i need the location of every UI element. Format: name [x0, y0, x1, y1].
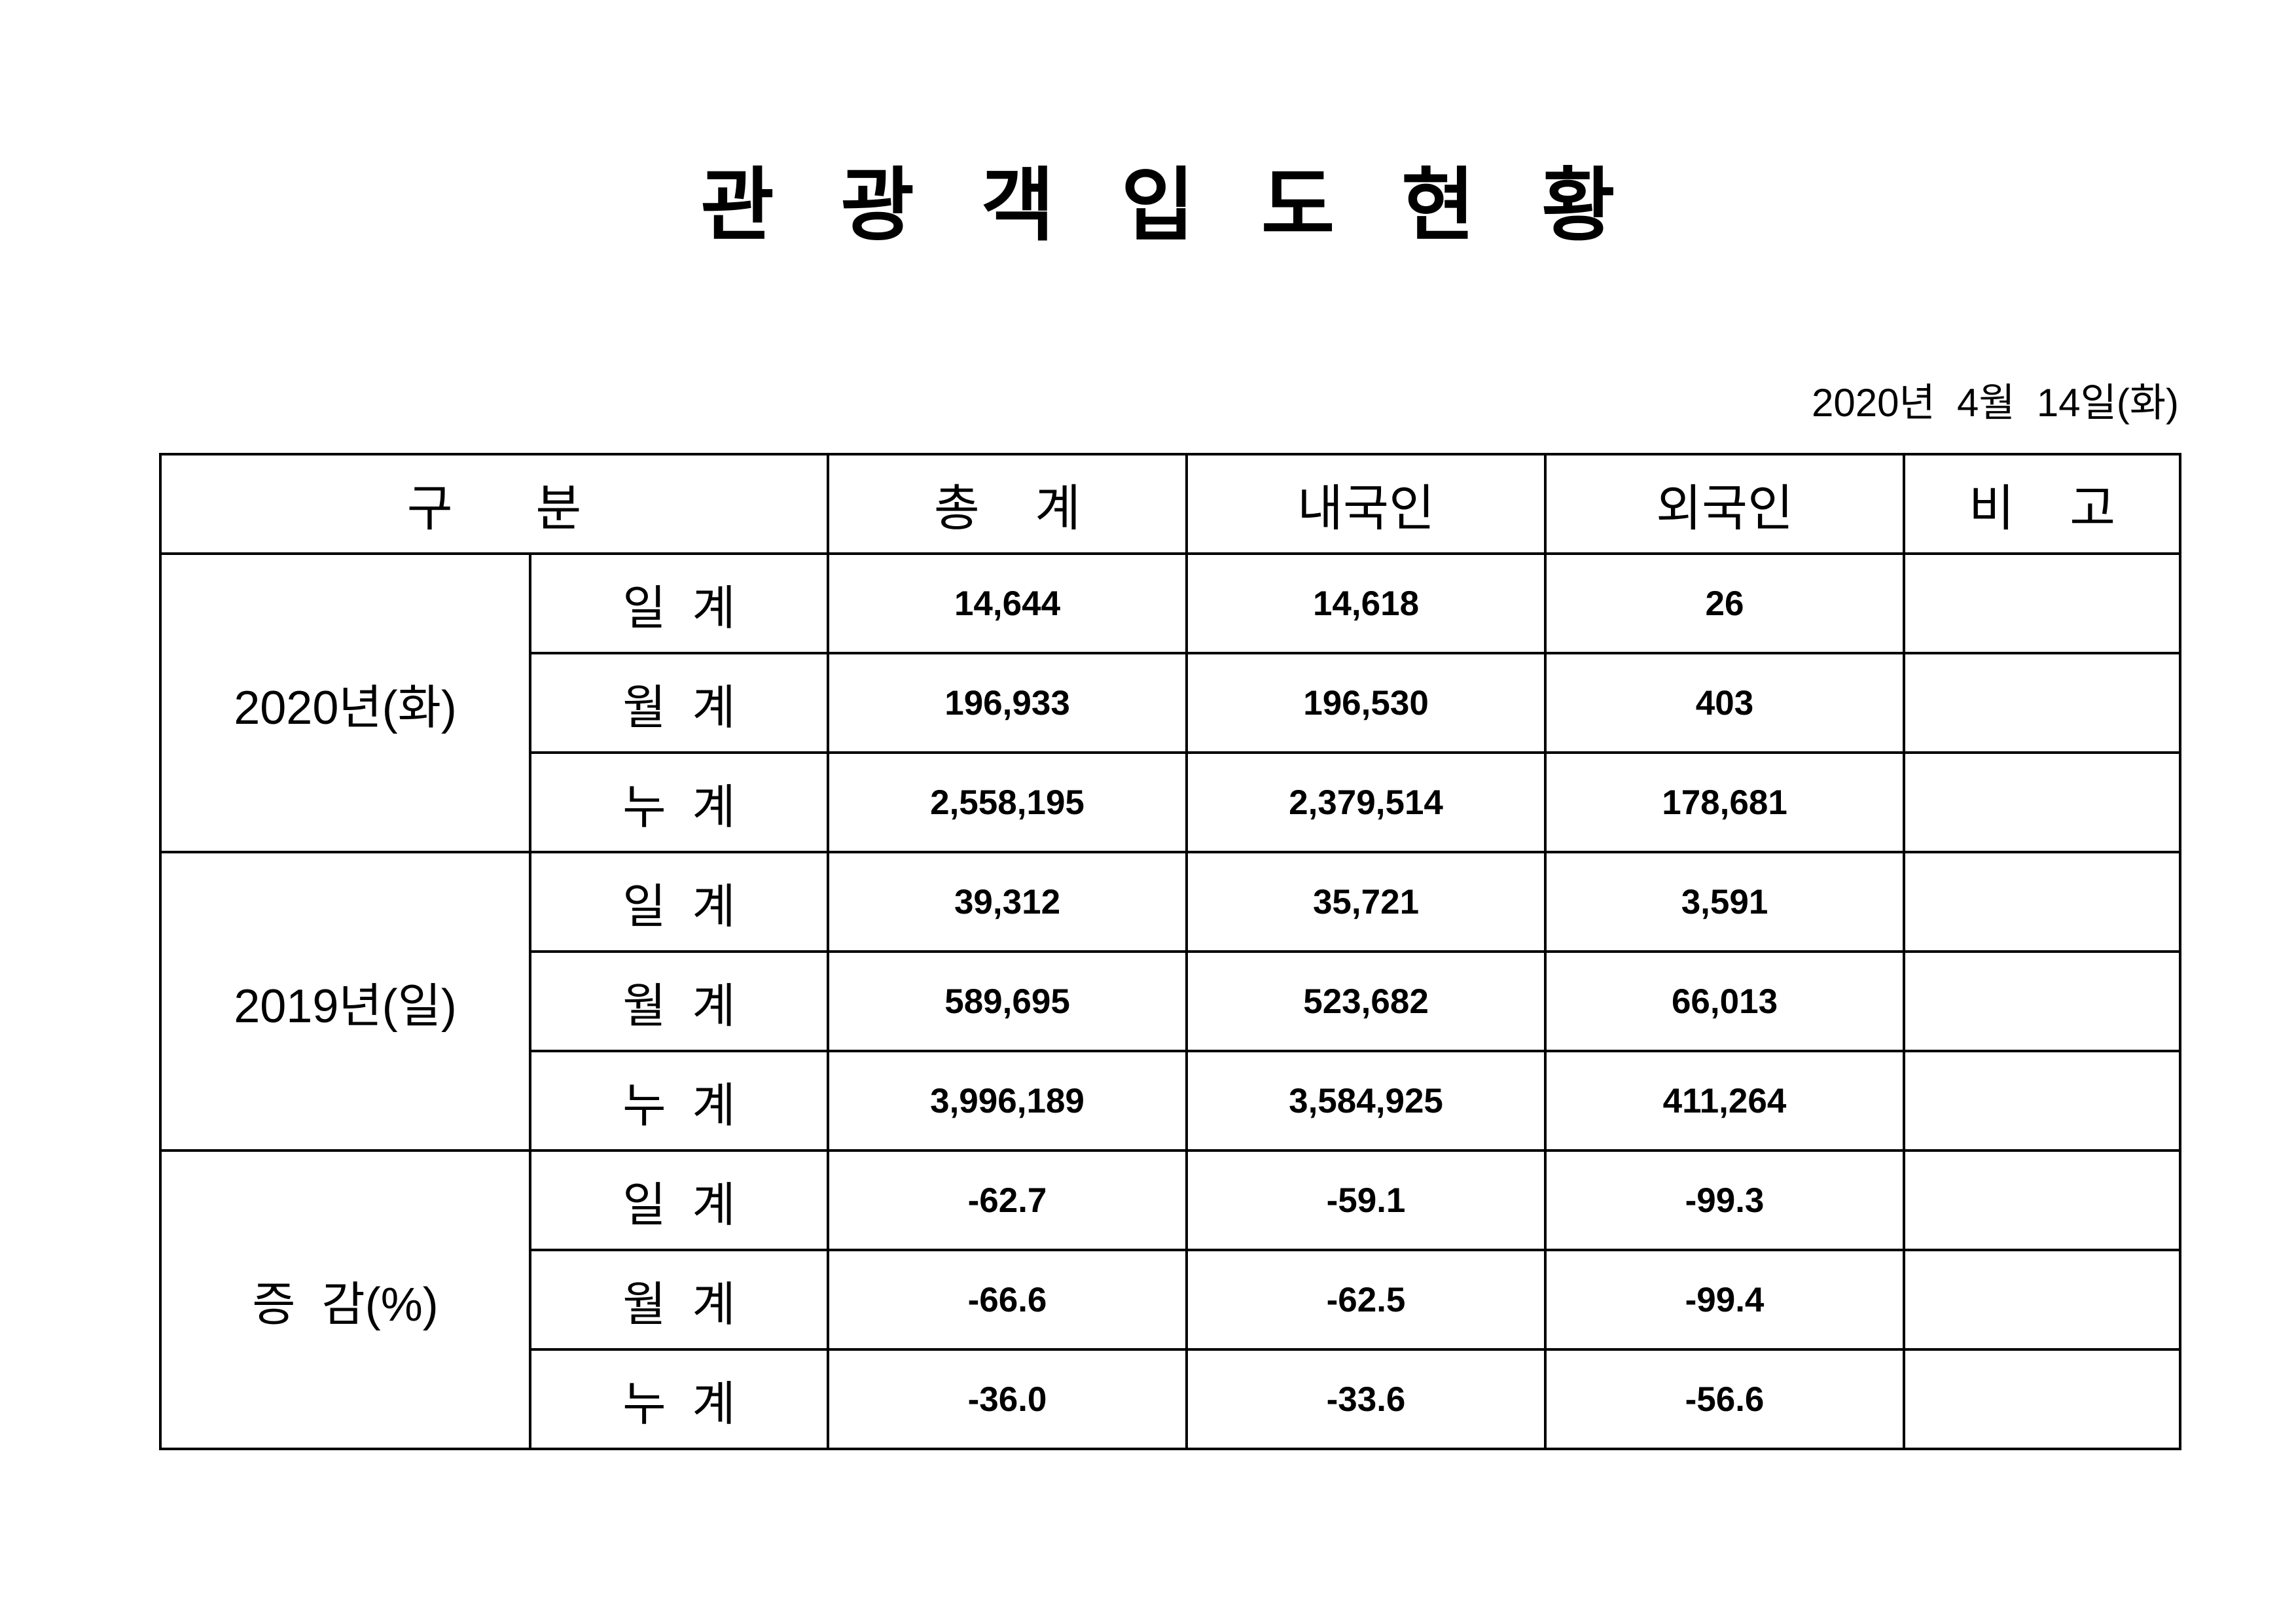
cell-foreign: -99.3	[1544, 1149, 1906, 1251]
table-row: 월 계 -66.6 -62.5 -99.4	[160, 1249, 2182, 1351]
cell-domestic: 35,721	[1185, 851, 1547, 953]
cell-total: -62.7	[827, 1149, 1189, 1251]
cell-note	[1903, 1050, 2182, 1152]
row-label: 월 계	[528, 1249, 830, 1351]
cell-foreign: 66,013	[1544, 950, 1906, 1052]
group-label-2020: 2020년(화)	[159, 552, 531, 853]
row-label: 일 계	[528, 1149, 830, 1251]
cell-total: 39,312	[827, 851, 1189, 953]
cell-total: 3,996,189	[827, 1050, 1189, 1152]
cell-domestic: 523,682	[1185, 950, 1547, 1052]
cell-note	[1903, 851, 2182, 953]
group-label-2019: 2019년(일)	[159, 851, 531, 1152]
row-label: 월 계	[528, 652, 830, 754]
table-row: 누 계 3,996,189 3,584,925 411,264	[160, 1050, 2182, 1152]
cell-domestic: -62.5	[1185, 1249, 1547, 1351]
cell-note	[1903, 552, 2182, 654]
document-title: 관 광 객 입 도 현 황	[700, 161, 1638, 250]
row-label: 누 계	[528, 751, 830, 853]
cell-foreign: 3,591	[1544, 851, 1906, 953]
cell-note	[1903, 1149, 2182, 1251]
cell-foreign: 178,681	[1544, 751, 1906, 853]
cell-foreign: -56.6	[1544, 1348, 1906, 1450]
cell-domestic: 2,379,514	[1185, 751, 1547, 853]
table-row: 누 계 2,558,195 2,379,514 178,681	[160, 751, 2182, 853]
report-date: 2020년 4월 14일(화)	[1811, 381, 2179, 425]
table-row: 2020년(화) 일 계 14,644 14,618 26	[159, 552, 2182, 853]
table-row: 2019년(일) 일 계 39,312 35,721 3,591	[159, 851, 2182, 1152]
cell-note	[1903, 652, 2182, 754]
tourist-arrivals-table: 구 분 총 계 내국인 외국인 비 고 2020년(화) 일 계 14,644 …	[158, 453, 2182, 1450]
cell-note	[1903, 751, 2182, 853]
cell-foreign: -99.4	[1544, 1249, 1906, 1351]
cell-total: 2,558,195	[827, 751, 1189, 853]
table-row: 월 계 196,933 196,530 403	[160, 652, 2182, 754]
row-label: 월 계	[528, 950, 830, 1052]
cell-foreign: 411,264	[1544, 1050, 1906, 1152]
table-row: 증 감(%) 일 계 -62.7 -59.1 -99.3	[159, 1149, 2182, 1450]
document-page: 관 광 객 입 도 현 황 2020년 4월 14일(화) 구 분 총 계 내국…	[158, 0, 2182, 1450]
header-foreign: 외국인	[1544, 453, 1906, 555]
group-label-change: 증 감(%)	[159, 1149, 531, 1450]
cell-note	[1903, 1348, 2182, 1450]
table-header-row: 구 분 총 계 내국인 외국인 비 고	[158, 453, 2182, 555]
cell-total: 14,644	[827, 552, 1189, 654]
header-category: 구 분	[158, 453, 830, 555]
cell-total: 196,933	[827, 652, 1189, 754]
cell-total: -36.0	[827, 1348, 1189, 1450]
table-row: 누 계 -36.0 -33.6 -56.6	[160, 1348, 2182, 1450]
table-row: 월 계 589,695 523,682 66,013	[160, 950, 2182, 1052]
cell-foreign: 26	[1544, 552, 1906, 654]
cell-note	[1903, 1249, 2182, 1351]
cell-domestic: -59.1	[1185, 1149, 1547, 1251]
header-note: 비 고	[1903, 453, 2182, 555]
cell-total: 589,695	[827, 950, 1189, 1052]
cell-note	[1903, 950, 2182, 1052]
cell-domestic: -33.6	[1185, 1348, 1547, 1450]
cell-total: -66.6	[827, 1249, 1189, 1351]
row-label: 일 계	[528, 851, 830, 953]
header-total: 총 계	[827, 453, 1189, 555]
row-label: 누 계	[528, 1050, 830, 1152]
header-domestic: 내국인	[1185, 453, 1547, 555]
row-label: 누 계	[528, 1348, 830, 1450]
cell-domestic: 196,530	[1185, 652, 1547, 754]
row-label: 일 계	[528, 552, 830, 654]
cell-domestic: 3,584,925	[1185, 1050, 1547, 1152]
cell-foreign: 403	[1544, 652, 1906, 754]
cell-domestic: 14,618	[1185, 552, 1547, 654]
